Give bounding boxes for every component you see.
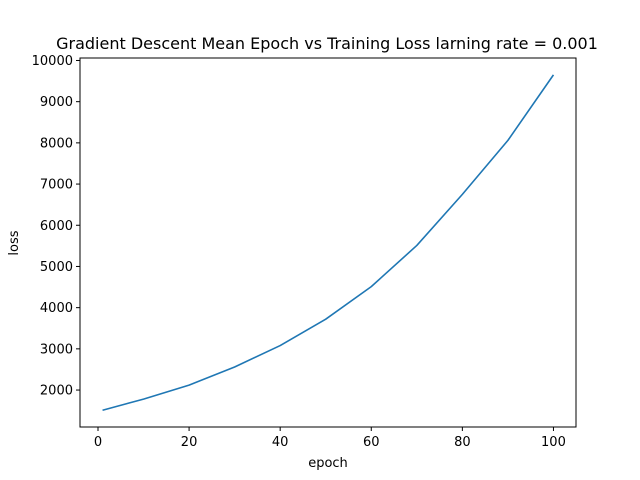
y-tick-label: 7000 <box>40 178 73 193</box>
x-tick-label: 0 <box>94 435 102 450</box>
x-tick-label: 100 <box>541 435 566 450</box>
axes-frame <box>79 57 577 428</box>
loss-series-line <box>102 74 555 412</box>
x-tick-label: 80 <box>454 435 471 450</box>
y-tick-label: 6000 <box>40 219 73 234</box>
y-tick-label: 10000 <box>32 54 73 69</box>
y-tick-label: 4000 <box>40 301 73 316</box>
y-axis-label: loss <box>7 230 22 255</box>
y-tick-label: 2000 <box>40 384 73 399</box>
plot-area <box>102 74 555 412</box>
axis-ticks: 0 20 40 60 80 100 2000 3000 4000 5000 6000 7000 8000… <box>32 54 566 450</box>
x-tick-label: 60 <box>363 435 380 450</box>
x-tick-label: 20 <box>181 435 198 450</box>
x-axis-label: epoch <box>308 456 348 471</box>
y-tick-label: 8000 <box>40 136 73 151</box>
y-tick-label: 9000 <box>40 95 73 110</box>
x-tick-label: 40 <box>272 435 289 450</box>
y-tick-label: 3000 <box>40 342 73 357</box>
y-tick-label: 5000 <box>40 260 73 275</box>
chart-title: Gradient Descent Mean Epoch vs Training … <box>56 34 598 53</box>
